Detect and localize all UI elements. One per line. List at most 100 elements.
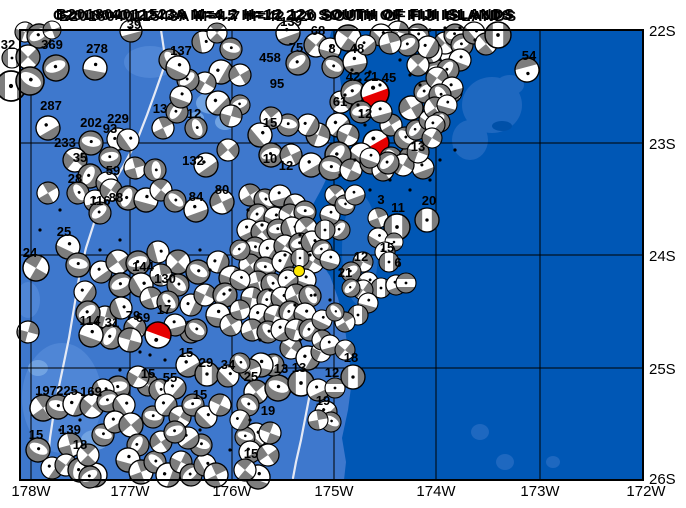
beachball — [219, 104, 243, 128]
beachball — [484, 21, 512, 49]
beachball — [376, 151, 400, 175]
beachball — [118, 412, 144, 438]
beachball — [306, 378, 330, 402]
beachball-layer — [0, 19, 540, 490]
beachball — [298, 152, 324, 178]
event-count-label: 19 — [261, 403, 275, 418]
beachball — [126, 365, 150, 389]
beachball — [116, 128, 140, 152]
beachball — [334, 339, 356, 361]
bathymetry-patch — [492, 121, 512, 131]
beachball — [165, 249, 191, 275]
event-count-label: 12 — [325, 365, 339, 380]
map-frame — [19, 29, 644, 481]
event-count-label: 144 — [132, 259, 154, 274]
event-count-label: 130 — [154, 271, 176, 286]
beachball — [340, 261, 362, 283]
event-count-label: 80 — [215, 182, 229, 197]
event-count-label: 229 — [107, 111, 129, 126]
beachball — [296, 113, 320, 137]
beachball — [65, 252, 91, 278]
event-count-label: 13 — [153, 101, 167, 116]
beachball — [229, 409, 251, 431]
event-count-label: 169 — [80, 384, 102, 399]
beachball — [139, 286, 163, 310]
event-count-label: 114 — [80, 313, 102, 328]
event-count-label: 3 — [377, 192, 384, 207]
latitude-tick-label: 25S — [649, 361, 676, 378]
epicenter-marker — [293, 265, 305, 277]
beachball — [344, 184, 366, 206]
beachball — [193, 152, 219, 178]
beachball — [416, 35, 440, 59]
event-count-label: 32 — [1, 37, 15, 52]
event-count-label: 21 — [364, 69, 378, 84]
beachball — [290, 248, 310, 268]
beachball — [378, 31, 402, 55]
event-count-label: 35 — [73, 150, 87, 165]
event-count-label: 139 — [280, 14, 302, 29]
beachball — [25, 437, 51, 463]
beachball — [229, 352, 251, 374]
beachball — [149, 263, 173, 287]
beachball — [42, 54, 70, 82]
event-count-label: 75 — [289, 40, 303, 55]
longitude-tick-label: 178W — [11, 483, 51, 500]
beachball — [175, 352, 201, 378]
beachball — [298, 284, 322, 308]
event-count-label: 12 — [354, 249, 368, 264]
bathymetry-patch — [452, 120, 488, 160]
beachball — [76, 443, 100, 467]
event-count-label: 13 — [411, 139, 425, 154]
latitude-tick-label: 23S — [649, 136, 676, 153]
bathymetry-patch — [496, 75, 524, 95]
beachball — [166, 273, 190, 297]
beachball — [125, 250, 151, 276]
beachball — [421, 127, 443, 149]
event-count-label: 39 — [127, 17, 141, 32]
beachball — [184, 318, 208, 342]
bathymetry-patch — [496, 454, 514, 470]
beachball — [228, 63, 252, 87]
beachball — [62, 147, 88, 173]
beachball — [208, 393, 232, 417]
event-count-label: 18 — [344, 350, 358, 365]
beachball — [133, 187, 159, 213]
beachball — [264, 374, 292, 402]
event-count-label: 54 — [522, 48, 537, 63]
longitude-tick-label: 173W — [520, 483, 560, 500]
event-count-label: 25 — [244, 369, 258, 384]
longitude-tick-label: 172W — [626, 483, 666, 500]
event-count-label: 197 — [35, 383, 57, 398]
beachball — [395, 272, 417, 294]
event-count-label: 25 — [57, 224, 71, 239]
beachball — [169, 85, 193, 109]
event-count-label: 202 — [80, 115, 102, 130]
event-count-label: 15 — [193, 387, 207, 402]
beachball — [163, 376, 187, 400]
beachball — [117, 327, 143, 353]
event-count-label: 10 — [263, 151, 277, 166]
latitude-tick-label: 26S — [649, 471, 676, 488]
beachball — [36, 181, 60, 205]
event-count-label: 29 — [199, 355, 213, 370]
bathymetry-patch — [546, 456, 560, 468]
beachball — [275, 20, 301, 46]
event-count-label: 19 — [316, 393, 330, 408]
beachball — [307, 409, 329, 431]
beachball — [414, 207, 440, 233]
event-count-label: 12 — [279, 158, 293, 173]
event-count-label: 93 — [103, 121, 117, 136]
beachball — [151, 116, 175, 140]
beachball — [163, 189, 187, 213]
event-count-label: 20 — [422, 193, 436, 208]
event-count-label: 8 — [328, 41, 335, 56]
event-count-label: 84 — [189, 189, 204, 204]
beachball — [369, 100, 393, 124]
beachball — [229, 299, 251, 321]
event-count-label: 12 — [358, 106, 372, 121]
event-count-label: 233 — [54, 135, 76, 150]
beachball — [341, 278, 361, 298]
event-count-label: 34 — [221, 357, 236, 372]
